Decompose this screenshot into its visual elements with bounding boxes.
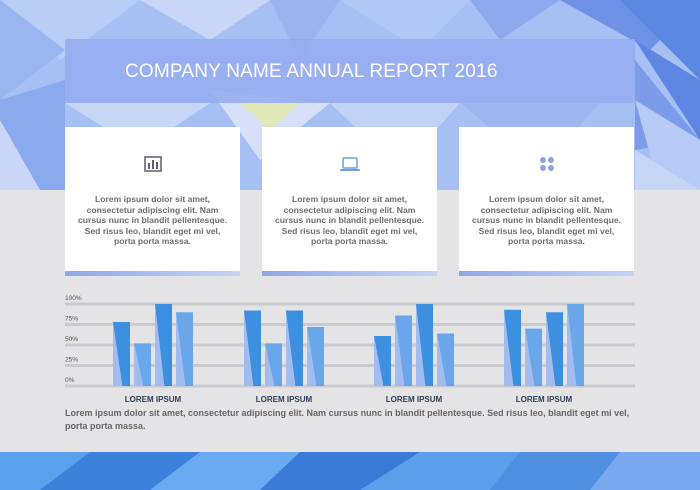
bar-shade	[395, 315, 405, 386]
category-label: LOREM IPSUM	[385, 395, 443, 404]
card-description: Lorem ipsum dolor sit amet, consectetur …	[472, 194, 621, 247]
bar	[265, 343, 282, 386]
page-title: COMPANY NAME ANNUAL REPORT 2016	[125, 61, 498, 82]
bar	[504, 309, 521, 386]
y-tick-label: 50%	[65, 336, 78, 343]
bar-chart-icon	[143, 156, 162, 172]
y-tick-label: 25%	[65, 357, 78, 364]
bar	[113, 322, 130, 386]
bar-shade	[286, 310, 296, 386]
bar	[395, 315, 412, 386]
bar	[244, 310, 261, 386]
bar-shade	[265, 343, 275, 386]
card-accent-line	[262, 271, 437, 276]
bar-chart: 100% 75% 50% 25% 0%	[65, 295, 635, 388]
bar-shade	[113, 322, 123, 386]
info-card: Lorem ipsum dolor sit amet, consectetur …	[459, 127, 634, 276]
grid-dots-icon	[539, 157, 554, 171]
y-tick-label: 75%	[65, 316, 78, 323]
bar	[286, 310, 303, 386]
info-card: Lorem ipsum dolor sit amet, consectetur …	[65, 127, 240, 276]
bar-shade	[374, 335, 384, 386]
info-card: Lorem ipsum dolor sit amet, consectetur …	[262, 127, 437, 276]
bar-shade	[416, 304, 426, 386]
footer-paragraph: Lorem ipsum dolor sit amet, consectetur …	[65, 408, 630, 431]
bar	[546, 312, 563, 386]
y-tick-label: 0%	[65, 377, 75, 384]
bar-shade	[307, 326, 317, 386]
laptop-icon	[339, 157, 360, 171]
category-label: LOREM IPSUM	[124, 395, 182, 404]
bar	[134, 343, 151, 386]
bar	[437, 333, 454, 386]
bar	[374, 335, 391, 386]
card-description: Lorem ipsum dolor sit amet, consectetur …	[275, 194, 424, 247]
bar	[176, 312, 193, 386]
card-accent-line	[65, 271, 240, 276]
bar	[525, 328, 542, 386]
bar-shade	[525, 328, 535, 386]
bar	[567, 304, 584, 386]
bar	[155, 304, 172, 386]
title-banner: COMPANY NAME ANNUAL REPORT 2016	[65, 39, 635, 103]
bar	[307, 326, 324, 386]
card-accent-line	[459, 271, 634, 276]
category-label: LOREM IPSUM	[255, 395, 313, 404]
y-tick-label: 100%	[65, 295, 82, 302]
bar-shade	[437, 333, 447, 386]
bar	[416, 304, 433, 386]
card-description: Lorem ipsum dolor sit amet, consectetur …	[78, 194, 227, 247]
footer-background	[0, 452, 700, 490]
category-label: LOREM IPSUM	[515, 395, 573, 404]
